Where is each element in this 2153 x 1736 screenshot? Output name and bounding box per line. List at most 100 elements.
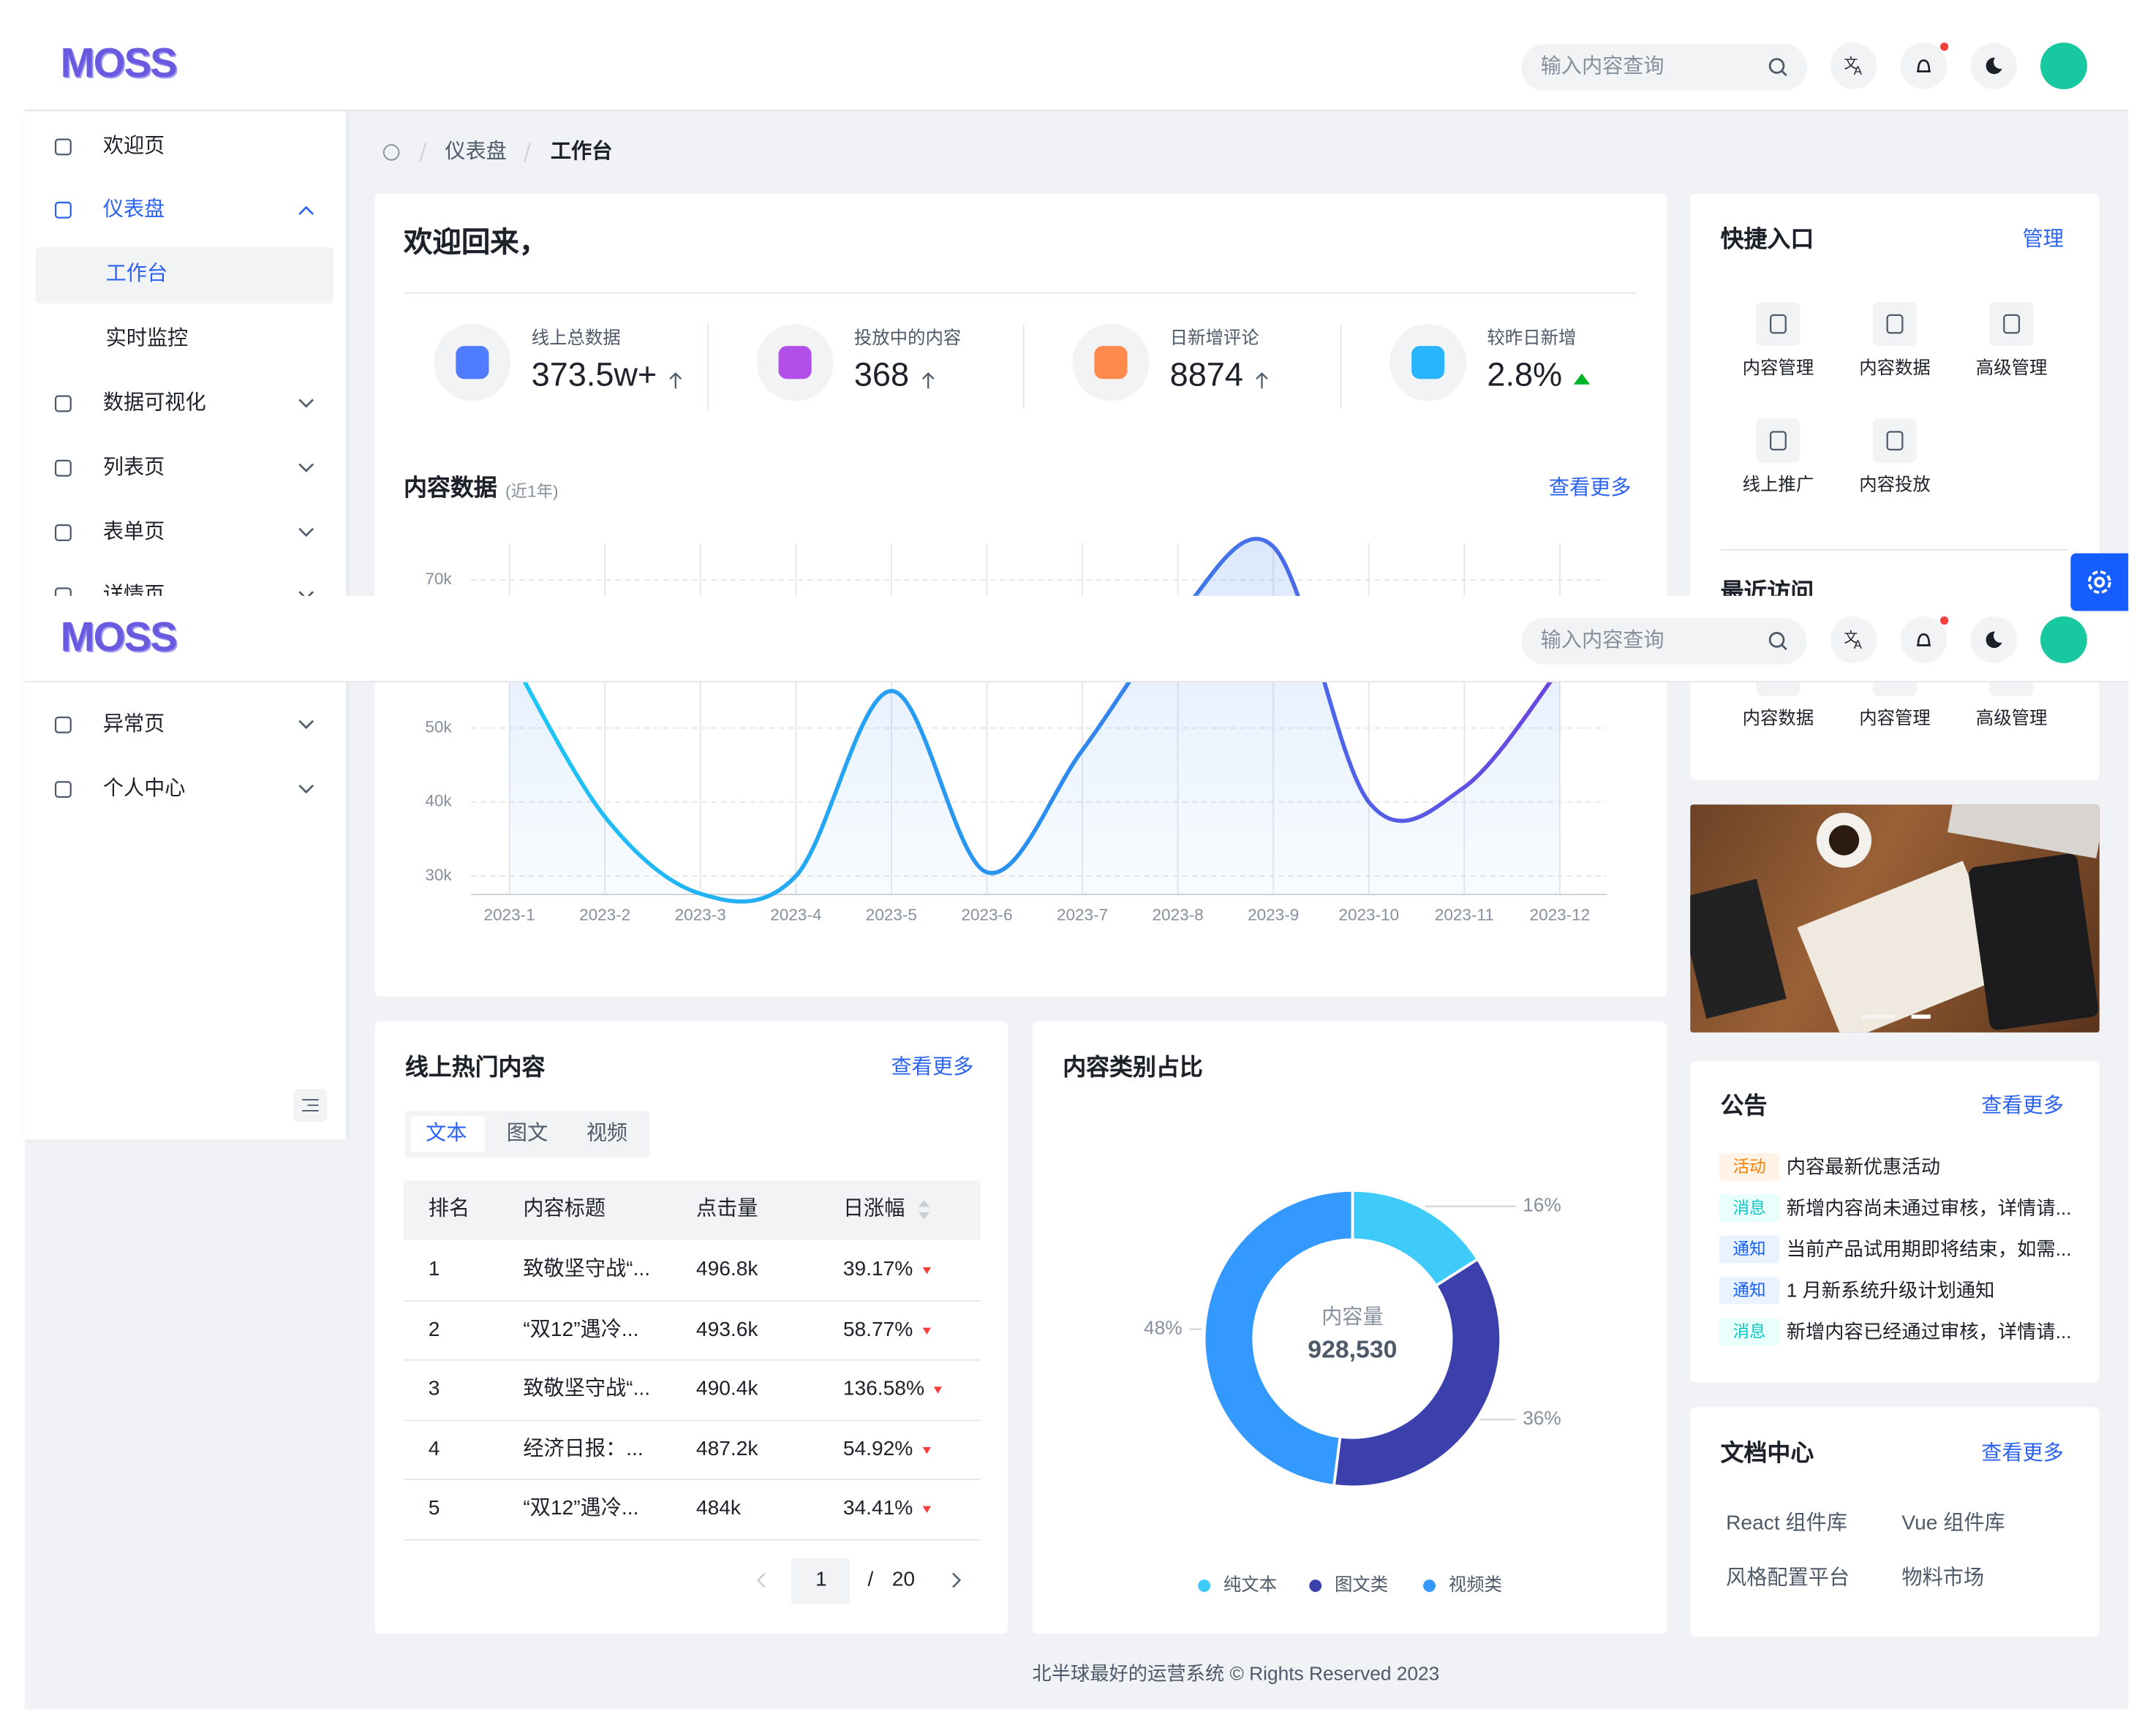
stat-label: 投放中的内容 — [853, 327, 962, 348]
carousel-dot[interactable] — [1861, 1014, 1896, 1019]
menu-item[interactable]: 异常页 — [102, 712, 165, 736]
trend-down-icon-part — [922, 1326, 931, 1335]
stat-separator — [1340, 324, 1342, 410]
doc-link[interactable]: Vue 组件库 — [1901, 1512, 2005, 1536]
legend-label: 图文类 — [1335, 1575, 1388, 1595]
quick-icon-bg[interactable] — [1989, 302, 2034, 347]
search-box[interactable] — [1521, 617, 1807, 665]
quick-icon-part — [1769, 431, 1787, 451]
link[interactable]: 查看更多 — [891, 1055, 974, 1079]
table-cell: 致敬坚守战“... — [523, 1257, 651, 1281]
link[interactable]: 查看更多 — [1981, 1094, 2064, 1118]
menu-item[interactable]: 实时监控 — [105, 326, 189, 350]
card-subtitle: (近1年) — [505, 481, 559, 501]
quick-label[interactable]: 内容数据 — [1859, 357, 1931, 378]
x-tick-label: 2023-10 — [1338, 905, 1399, 924]
table-cell: 1 — [428, 1257, 440, 1281]
x-tick-label: 2023-6 — [961, 905, 1012, 924]
tag-bg — [1719, 1153, 1780, 1181]
menu-item[interactable]: 仪表盘 — [102, 197, 165, 222]
sort-icon-part — [919, 1199, 930, 1207]
doc-link[interactable]: React 组件库 — [1726, 1512, 1847, 1536]
table-cell: 致敬坚守战“... — [523, 1377, 651, 1401]
search-box[interactable] — [1521, 44, 1807, 91]
breadcrumb-item[interactable]: 仪表盘 — [445, 140, 507, 164]
card — [1032, 1021, 1667, 1634]
donut-segment — [1332, 1257, 1503, 1489]
table-cell: 493.6k — [695, 1317, 758, 1341]
doc-link[interactable]: 物料市场 — [1901, 1566, 1985, 1590]
menu-chevron-part — [298, 720, 314, 729]
tab[interactable]: 图文 — [506, 1121, 548, 1145]
link[interactable]: 查看更多 — [1981, 1441, 2064, 1465]
line — [508, 537, 1562, 904]
photo — [1690, 804, 2100, 1033]
link[interactable]: 查看更多 — [1548, 476, 1632, 500]
page-input[interactable] — [791, 1558, 851, 1604]
menu-chevron-part — [298, 463, 314, 472]
welcome-title: 欢迎回来， — [404, 227, 548, 259]
quick-icon-bg[interactable] — [1756, 418, 1801, 463]
menu-item[interactable]: 数据可视化 — [102, 391, 206, 415]
tab[interactable]: 文本 — [426, 1121, 467, 1145]
recent-label[interactable]: 内容数据 — [1742, 707, 1814, 728]
trend-down-icon — [922, 1267, 931, 1275]
center-total: 928,530 — [1308, 1335, 1397, 1363]
x-tick-label: 2023-12 — [1530, 905, 1591, 924]
trend-down-icon-part — [922, 1267, 931, 1275]
quick-label[interactable]: 内容管理 — [1742, 357, 1814, 378]
doc-link[interactable]: 风格配置平台 — [1726, 1566, 1850, 1590]
header-icon-part: 文 — [1844, 630, 1858, 645]
notification-dot — [1939, 42, 1949, 51]
header-icon-button[interactable] — [1830, 42, 1877, 90]
table-header-cell: 内容标题 — [523, 1197, 606, 1221]
tab[interactable]: 视频 — [586, 1121, 628, 1145]
quick-icon-bg[interactable] — [1872, 302, 1918, 347]
quick-icon-part — [1886, 431, 1904, 451]
quick-icon-bg[interactable] — [1872, 418, 1918, 463]
recent-label[interactable]: 内容管理 — [1859, 707, 1931, 728]
logo: MOSS — [60, 41, 178, 87]
menu-item[interactable]: 欢迎页 — [102, 135, 165, 158]
menu-icon — [54, 138, 72, 156]
menu-item[interactable]: 个人中心 — [102, 777, 186, 801]
header-icon-button[interactable] — [1900, 42, 1947, 90]
notice-text[interactable]: 内容最新优惠活动 — [1786, 1155, 1940, 1178]
header-icon — [1986, 57, 2002, 75]
breadcrumb-home — [382, 144, 400, 161]
y-tick-label: 70k — [425, 570, 452, 588]
settings-button[interactable] — [2070, 553, 2129, 611]
avatar[interactable] — [2040, 616, 2087, 663]
menu-item[interactable]: 列表页 — [102, 456, 165, 480]
tag-bg — [1719, 1318, 1780, 1346]
header-icon-button[interactable] — [1830, 616, 1877, 663]
trend-icon-part — [670, 372, 682, 380]
menu-icon — [54, 459, 72, 477]
menu-icon-part — [54, 138, 72, 156]
data-label: 16% — [1523, 1194, 1561, 1216]
card-title: 快捷入口 — [1720, 226, 1814, 253]
x-tick-label: 2023-2 — [579, 905, 630, 924]
recent-label[interactable]: 高级管理 — [1975, 707, 2048, 728]
quick-label[interactable]: 线上推广 — [1742, 474, 1814, 495]
carousel-dot[interactable] — [1911, 1014, 1931, 1019]
notice-text[interactable]: 1 月新系统升级计划通知 — [1786, 1279, 1995, 1302]
menu-selected-bg — [35, 246, 334, 303]
quick-icon-bg[interactable] — [1756, 302, 1801, 347]
trend-icon — [1256, 372, 1269, 389]
notice-text[interactable]: 新增内容尚未通过审核，详情请... — [1786, 1196, 2072, 1219]
avatar[interactable] — [2040, 42, 2087, 90]
search-icon-part — [1768, 58, 1785, 74]
header-icon-button[interactable] — [1900, 616, 1947, 663]
notice-text[interactable]: 当前产品试用期即将结束，如需... — [1786, 1237, 2072, 1260]
notice-text[interactable]: 新增内容已经通过审核，详情请... — [1786, 1320, 2072, 1343]
link[interactable]: 管理 — [2022, 227, 2064, 252]
menu-item[interactable]: 工作台 — [105, 262, 168, 286]
menu-item[interactable]: 表单页 — [102, 520, 165, 544]
quick-label[interactable]: 内容投放 — [1859, 474, 1931, 495]
quick-label[interactable]: 高级管理 — [1975, 357, 2048, 378]
photo-cup — [1817, 812, 1872, 868]
table-cell: 136.58% — [842, 1377, 925, 1401]
